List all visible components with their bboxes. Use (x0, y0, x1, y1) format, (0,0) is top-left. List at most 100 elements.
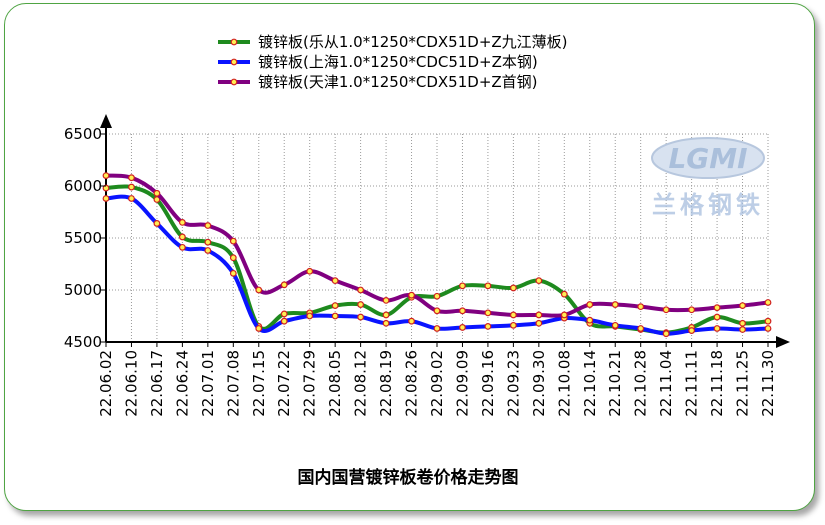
data-point (408, 317, 415, 325)
data-point (128, 183, 135, 191)
data-point (229, 254, 237, 262)
data-point (662, 330, 670, 338)
x-tick-label: 22.08.12 (352, 350, 370, 417)
x-tick-label: 22.06.17 (148, 350, 166, 417)
legend-label: 镀锌板(上海1.0*1250*CDC51D+Z本钢) (258, 53, 538, 71)
data-point (433, 325, 441, 332)
x-tick-label: 22.06.24 (173, 350, 191, 417)
legend-item: 镀锌板(上海1.0*1250*CDC51D+Z本钢) (218, 53, 538, 71)
x-tick-label: 22.08.26 (403, 350, 421, 417)
legend-marker (230, 58, 238, 66)
data-point (382, 311, 390, 319)
data-point (713, 325, 721, 332)
legend-marker (230, 78, 238, 86)
x-tick-label: 22.11.11 (683, 350, 701, 417)
data-point (560, 290, 568, 298)
data-point (764, 317, 772, 325)
data-point (433, 307, 441, 315)
data-point (280, 310, 288, 318)
data-point (611, 301, 619, 308)
legend-label: 镀锌板(乐从1.0*1250*CDX51D+Z九江薄板) (258, 33, 568, 51)
data-point (484, 309, 492, 317)
y-tick-label: 4500 (64, 333, 102, 351)
data-point (331, 302, 339, 310)
x-tick-label: 22.06.02 (97, 350, 115, 417)
y-tick-label: 6000 (64, 177, 102, 195)
x-tick-label: 22.07.22 (275, 350, 293, 417)
legend-marker (230, 38, 238, 46)
x-tick-label: 22.09.09 (453, 350, 471, 417)
legend-label: 镀锌板(天津1.0*1250*CDX51D+Z首钢) (258, 73, 538, 91)
chart-title: 国内国营镀锌板卷价格走势图 (298, 467, 519, 488)
x-tick-label: 22.08.05 (326, 350, 344, 417)
data-point (178, 233, 186, 241)
x-tick-label: 22.10.28 (632, 350, 650, 417)
x-tick-label: 22.09.16 (479, 350, 497, 417)
y-tick-label: 5500 (64, 229, 102, 247)
data-point (560, 311, 568, 319)
data-point (128, 195, 135, 202)
data-point (459, 282, 466, 290)
x-tick-label: 22.10.21 (606, 350, 624, 417)
data-point (204, 247, 212, 254)
legend: 镀锌板(乐从1.0*1250*CDX51D+Z九江薄板) 镀锌板(上海1.0*12… (218, 33, 568, 91)
x-tick-label: 22.11.25 (734, 350, 752, 417)
data-point (713, 313, 721, 321)
data-point (535, 311, 543, 319)
data-point (306, 267, 314, 275)
x-tick-label: 22.08.19 (377, 350, 395, 417)
data-point (357, 301, 365, 308)
data-point (586, 316, 594, 324)
data-point (408, 291, 415, 299)
x-tick-label: 22.09.23 (504, 350, 522, 417)
data-point (102, 172, 110, 180)
y-tick-label: 5000 (64, 281, 102, 299)
data-point (433, 292, 441, 300)
axes (100, 114, 790, 348)
x-tick-label: 22.11.30 (759, 350, 777, 417)
x-tick-label: 22.09.02 (428, 350, 446, 417)
data-point (688, 306, 696, 314)
x-tick-label: 22.07.08 (224, 350, 242, 417)
x-axis-arrow (776, 336, 790, 348)
legend-item: 镀锌板(天津1.0*1250*CDX51D+Z首钢) (218, 73, 538, 91)
y-axis-arrow (100, 114, 112, 128)
data-point (535, 277, 543, 285)
y-tick-label: 6500 (64, 125, 102, 143)
data-point (713, 304, 721, 312)
x-tick-label: 22.06.10 (122, 350, 140, 417)
data-point (459, 307, 466, 315)
watermark-logo-text: LGMI (668, 142, 747, 175)
data-point (255, 325, 263, 332)
x-tick-label: 22.11.18 (708, 350, 726, 417)
data-point (204, 222, 212, 229)
data-point (255, 286, 263, 294)
data-point (382, 297, 390, 304)
data-point (509, 321, 517, 329)
series-lines (102, 172, 772, 338)
data-point (357, 286, 365, 294)
data-point (739, 326, 746, 333)
data-point (306, 312, 314, 320)
data-point (382, 319, 390, 327)
data-point (535, 319, 543, 327)
data-point (178, 218, 186, 226)
x-axis-ticks: 22.06.02 22.06.10 22.06.17 22.06.24 22.07.01… (97, 342, 777, 417)
series-2 (102, 194, 772, 338)
x-tick-label: 22.11.04 (657, 350, 675, 417)
data-point (331, 277, 339, 285)
data-point (611, 321, 619, 329)
data-point (688, 327, 696, 334)
data-point (102, 195, 110, 202)
data-point (153, 189, 161, 197)
x-tick-label: 22.07.29 (301, 350, 319, 417)
y-axis-ticks: 4500 5000 5500 6000 6500 (64, 125, 106, 351)
data-point (509, 284, 517, 292)
legend-item: 镀锌板(乐从1.0*1250*CDX51D+Z九江薄板) (218, 33, 568, 51)
data-point (153, 196, 161, 203)
x-tick-label: 22.10.14 (581, 350, 599, 417)
data-point (739, 319, 746, 327)
data-point (204, 238, 212, 246)
data-point (178, 243, 186, 251)
